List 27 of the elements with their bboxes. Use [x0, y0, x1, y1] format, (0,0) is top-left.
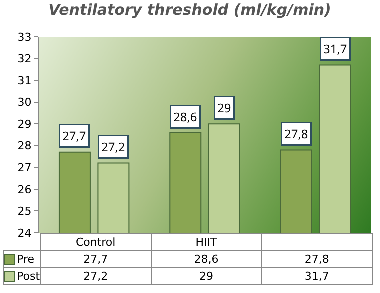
data-label: 27,2: [40, 268, 152, 284]
text: 27,2: [102, 138, 126, 156]
data-label: 29: [151, 268, 262, 284]
data-label: 27,8: [262, 250, 372, 268]
chart-title: Ventilatory threshold (ml/kg/min): [48, 0, 332, 19]
y-tick-label: 26: [18, 183, 32, 196]
text: 27,7: [62, 128, 86, 144]
y-tick-label: 29: [18, 118, 32, 131]
y-tick-label: 25: [18, 205, 32, 218]
data-label: 31,7: [262, 268, 372, 284]
legend-label: Post: [17, 270, 40, 282]
y-tick-label: 30: [18, 96, 32, 110]
data-label: 28,6: [151, 250, 262, 268]
x-tick-label: Control: [40, 234, 152, 250]
text: 27,8: [284, 126, 308, 142]
text: 31,7: [324, 40, 348, 58]
data-label: 27,7: [40, 250, 152, 268]
y-tick-label: 24: [18, 226, 32, 240]
y-tick-label: 28: [18, 140, 32, 153]
y-tick-label: 32: [18, 52, 32, 66]
y-tick-label: 27: [18, 162, 32, 175]
text: 29: [218, 100, 232, 116]
x-tick-label: HIIT: [151, 234, 262, 250]
y-tick-label: 31: [18, 74, 32, 88]
legend-label: Pre: [17, 252, 34, 266]
text: 28,6: [174, 108, 198, 126]
y-tick-label: 33: [18, 30, 32, 44]
